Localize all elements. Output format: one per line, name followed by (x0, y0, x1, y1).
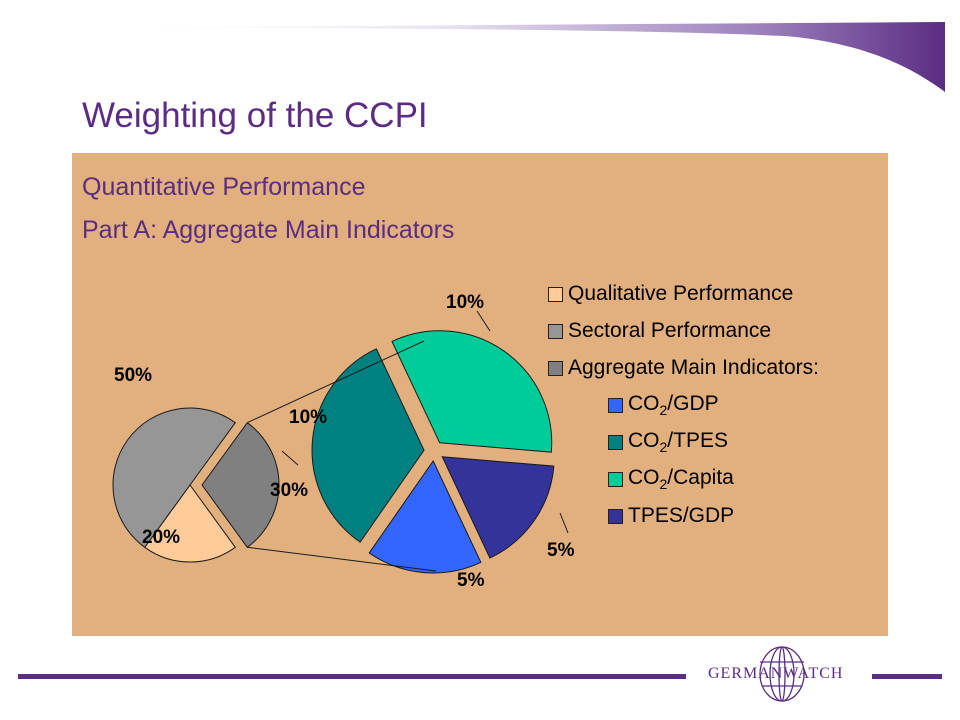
data-label-co2-tpes: 10% (289, 407, 328, 428)
globe-logo-icon (759, 646, 805, 702)
legend-item: CO2/GDP (608, 392, 719, 418)
footer-rule-left (18, 674, 686, 679)
legend-label: Sectoral Performance (568, 319, 772, 342)
pie-charts (112, 310, 569, 574)
slice-tpes-gdp (441, 456, 555, 559)
slide-title: Weighting of the CCPI (82, 96, 428, 135)
legend-item: Qualitative Performance (548, 281, 793, 307)
legend-swatch (548, 360, 563, 376)
legend-swatch (548, 286, 563, 302)
legend-swatch (608, 508, 623, 524)
connector-line-top (247, 340, 425, 424)
data-label-sectoral-performance: 50% (114, 365, 153, 386)
data-label-aggregate-main-indicators: 30% (270, 480, 309, 501)
legend-swatch (608, 471, 623, 487)
legend-label: Aggregate Main Indicators: (568, 356, 819, 379)
legend-swatch (548, 323, 563, 339)
header-swoosh (40, 22, 945, 92)
legend-label: CO2/TPES (628, 428, 728, 456)
legend-label: CO2/GDP (628, 391, 719, 419)
data-label-co2-gdp: 5% (457, 570, 485, 591)
data-label-qualitative-performance: 20% (142, 527, 181, 548)
legend-item: Aggregate Main Indicators: (548, 355, 819, 381)
section-subtitle: Quantitative Performance (82, 173, 366, 201)
data-label-co2-capita: 10% (446, 292, 485, 313)
slice-qualitative-performance (144, 484, 236, 563)
slice-sectoral-performance (112, 407, 236, 548)
slice-co2-gdp (368, 459, 482, 574)
legend-label: TPES/GDP (628, 504, 735, 527)
leader-line (476, 310, 491, 332)
slice-co2-capita (391, 330, 553, 453)
leader-line (281, 450, 299, 466)
connector-line-bottom (247, 546, 437, 572)
logo-text: GERMANWATCH (708, 665, 844, 682)
legend-item: CO2/TPES (608, 429, 728, 455)
footer-rule-right (872, 674, 942, 679)
slice-co2-tpes (311, 348, 425, 543)
legend-swatch (608, 397, 623, 413)
section-heading: Part A: Aggregate Main Indicators (82, 216, 455, 244)
legend-item: Sectoral Performance (548, 318, 771, 344)
content-panel: Quantitative Performance Part A: Aggrega… (72, 153, 888, 636)
legend-label: Qualitative Performance (568, 282, 794, 305)
data-label-tpes-gdp: 5% (547, 540, 575, 561)
legend-label: CO2/Capita (628, 465, 734, 493)
leader-line (559, 512, 569, 534)
slice-aggregate-main-indicators (201, 422, 280, 548)
legend-item: TPES/GDP (608, 503, 734, 529)
legend-swatch (608, 434, 623, 450)
legend-item: CO2/Capita (608, 466, 734, 492)
